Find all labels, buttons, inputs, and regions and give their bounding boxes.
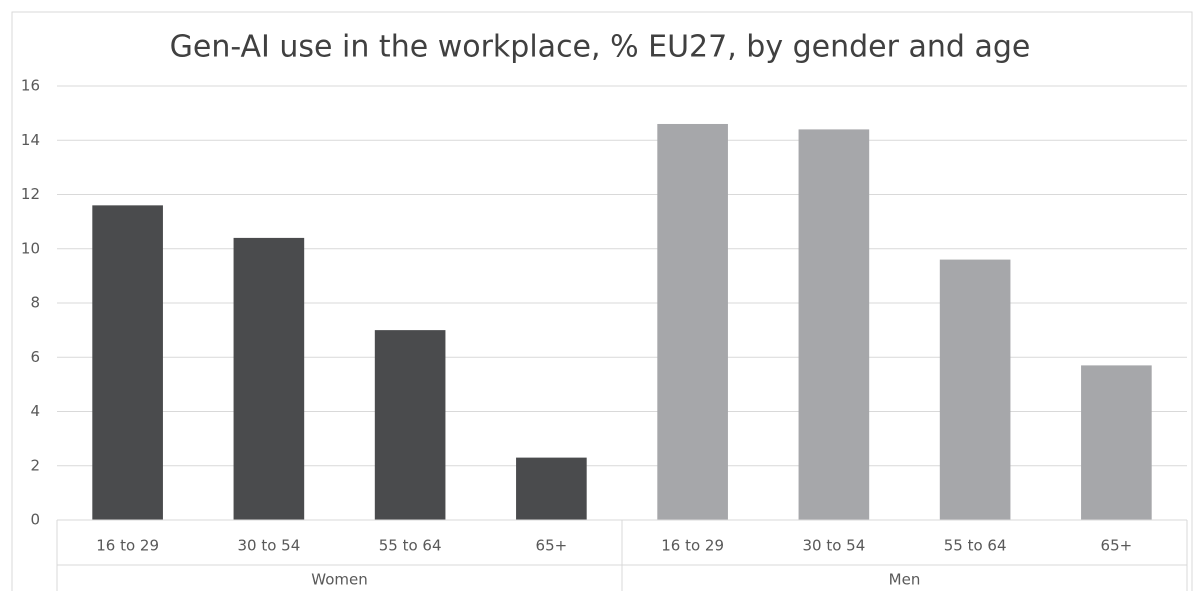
bar [92, 205, 163, 520]
y-tick-label: 2 [30, 456, 40, 474]
x-tick-label: 30 to 54 [237, 537, 300, 555]
y-tick-label: 14 [21, 131, 40, 149]
y-tick-label: 0 [30, 511, 40, 529]
x-tick-label: 16 to 29 [96, 537, 159, 555]
bar [516, 457, 587, 520]
group-label: Men [889, 571, 921, 589]
y-tick-label: 16 [21, 77, 40, 95]
x-tick-label: 16 to 29 [661, 537, 724, 555]
y-tick-label: 12 [21, 185, 40, 203]
y-tick-label: 6 [30, 348, 40, 366]
bar [1081, 365, 1152, 520]
x-tick-label: 55 to 64 [944, 537, 1007, 555]
bar [798, 129, 870, 520]
x-tick-label: 65+ [536, 537, 568, 555]
y-tick-label: 10 [21, 239, 40, 257]
group-label: Women [311, 571, 367, 589]
chart-title: Gen-AI use in the workplace, % EU27, by … [170, 30, 1031, 65]
x-tick-label: 30 to 54 [802, 537, 865, 555]
bar [939, 259, 1011, 520]
x-tick-label: 55 to 64 [379, 537, 442, 555]
chart-border [11, 11, 1193, 591]
x-tick-label: 65+ [1101, 537, 1133, 555]
bar [374, 330, 446, 520]
bar [657, 123, 728, 520]
y-tick-label: 4 [30, 402, 40, 420]
bar [233, 237, 305, 520]
y-tick-label: 8 [30, 294, 40, 312]
